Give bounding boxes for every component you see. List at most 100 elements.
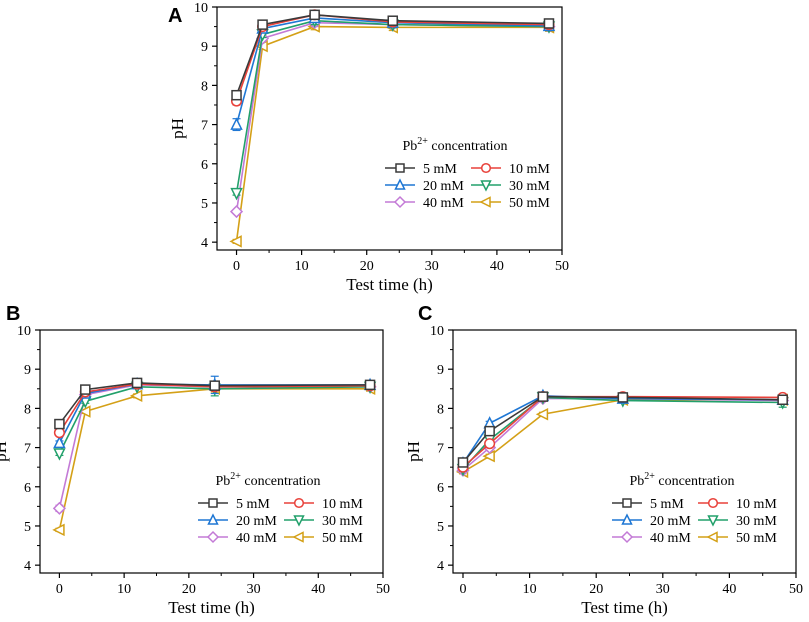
x-tick-label: 40 — [490, 259, 504, 274]
panel-letter: B — [6, 303, 20, 325]
data-point — [230, 117, 243, 130]
data-point — [129, 389, 143, 403]
x-tick-label: 20 — [589, 582, 603, 597]
plot-frame — [39, 329, 384, 574]
y-tick-label: 5 — [24, 520, 31, 535]
data-point — [230, 187, 243, 201]
y-tick-label: 10 — [17, 324, 31, 339]
data-point — [364, 379, 376, 391]
legend-label: 50 mM — [509, 196, 550, 211]
legend-marker — [292, 531, 304, 543]
data-point — [231, 89, 242, 101]
data-point — [53, 435, 66, 449]
legend-marker — [706, 531, 718, 543]
legend-label: 30 mM — [736, 514, 777, 529]
data-point — [777, 394, 788, 406]
series-line — [235, 17, 549, 125]
x-tick-label: 10 — [295, 259, 309, 274]
legend-label: 20 mM — [236, 514, 277, 529]
legend-marker — [293, 497, 305, 509]
plot-frame — [216, 6, 563, 251]
chart-panel-a: A 0 10 20 30 40 50 4 5 6 7 8 9 10 Test time (h) pH Pb2+ … — [168, 1, 569, 294]
data-point — [54, 418, 65, 430]
data-point — [131, 377, 143, 389]
x-axis-title: Test time (h) — [581, 598, 668, 617]
legend-label: 30 mM — [509, 179, 550, 194]
data-point — [482, 449, 495, 463]
legend-label: 5 mM — [236, 497, 270, 512]
y-axis-title: pH — [168, 118, 187, 139]
y-tick-label: 5 — [437, 520, 444, 535]
series-line — [58, 386, 371, 454]
legend-label: 50 mM — [736, 531, 777, 546]
data-point — [309, 9, 320, 21]
y-tick-label: 6 — [201, 158, 208, 173]
y-tick-label: 10 — [194, 1, 208, 16]
data-point — [52, 523, 65, 537]
legend-marker — [208, 498, 218, 508]
x-tick-label: 50 — [789, 582, 803, 597]
x-tick-label: 10 — [523, 582, 537, 597]
x-tick-label: 40 — [722, 582, 736, 597]
legend-label: 40 mM — [650, 531, 691, 546]
legend-marker — [620, 530, 634, 544]
legend-marker — [479, 196, 491, 208]
legend-marker — [622, 498, 632, 508]
legend-marker — [707, 515, 719, 527]
legend-title: Pb2+ concentration — [402, 136, 507, 154]
x-tick-label: 40 — [311, 582, 325, 597]
x-tick-label: 50 — [376, 582, 390, 597]
x-tick-label: 0 — [233, 259, 240, 274]
legend-marker — [206, 530, 220, 544]
legend-title: Pb2+ concentration — [629, 471, 734, 489]
legend-marker — [621, 513, 633, 525]
x-tick-label: 20 — [360, 259, 374, 274]
data-point — [257, 19, 268, 30]
panel-letter: C — [418, 303, 432, 325]
data-point — [535, 408, 549, 421]
legend-marker — [480, 162, 492, 174]
plot-frame — [452, 329, 797, 574]
series-line — [235, 21, 549, 212]
legend-label: 10 mM — [322, 497, 363, 512]
x-tick-label: 0 — [56, 582, 63, 597]
y-tick-label: 10 — [430, 324, 444, 339]
data-point — [53, 448, 66, 461]
data-point — [537, 391, 549, 402]
legend-label: 40 mM — [236, 531, 277, 546]
y-tick-label: 6 — [437, 481, 444, 496]
data-point — [229, 205, 244, 219]
y-tick-label: 7 — [437, 442, 444, 457]
x-tick-label: 0 — [459, 582, 466, 597]
y-tick-label: 5 — [201, 197, 208, 212]
y-tick-label: 9 — [201, 40, 208, 55]
x-axis-title: Test time (h) — [168, 598, 255, 617]
legend-label: 30 mM — [322, 514, 363, 529]
y-tick-label: 7 — [24, 442, 31, 457]
legend-marker — [707, 497, 719, 509]
series-line — [462, 398, 783, 473]
data-point — [387, 15, 399, 26]
data-point — [52, 501, 66, 515]
panel-letter: A — [168, 5, 182, 27]
legend-title: Pb2+ concentration — [215, 471, 320, 489]
series-line — [58, 384, 371, 509]
x-tick-label: 20 — [182, 582, 196, 597]
x-tick-label: 10 — [117, 582, 131, 597]
legend-marker — [395, 163, 405, 173]
x-tick-label: 30 — [656, 582, 670, 597]
legend-marker — [393, 195, 407, 209]
chart-panel-b: B 0 10 20 30 40 50 4 5 6 7 8 9 10 Test time (h) pH Pb2+ … — [0, 303, 390, 617]
y-tick-label: 8 — [201, 79, 208, 94]
series-line — [462, 397, 783, 471]
data-point — [484, 425, 495, 437]
x-tick-label: 30 — [425, 259, 439, 274]
y-tick-label: 7 — [201, 119, 208, 134]
legend-label: 5 mM — [423, 162, 457, 177]
y-tick-label: 8 — [437, 402, 444, 417]
data-point — [53, 427, 65, 439]
y-tick-label: 9 — [24, 363, 31, 378]
x-axis-title: Test time (h) — [346, 275, 433, 294]
legend-marker — [480, 180, 492, 192]
legend-label: 10 mM — [509, 162, 550, 177]
